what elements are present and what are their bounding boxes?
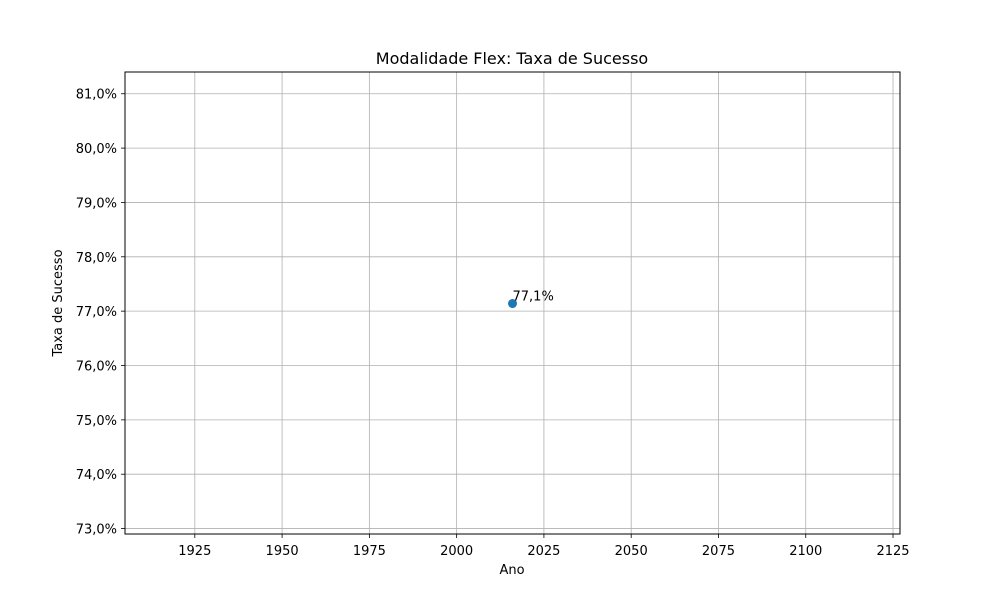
data-label: 77,1% [513, 290, 554, 305]
x-tick-label: 2075 [702, 544, 735, 559]
y-tick-label: 75,0% [76, 414, 117, 429]
x-axis-label: Ano [499, 563, 524, 578]
grid [125, 72, 900, 534]
x-tick-label: 2050 [615, 544, 648, 559]
x-tick-label: 1975 [353, 544, 386, 559]
x-tick-label: 2125 [876, 544, 909, 559]
y-tick-label: 73,0% [76, 523, 117, 538]
y-tick-label: 78,0% [76, 251, 117, 266]
y-tick-label: 80,0% [76, 142, 117, 157]
x-tick-label: 2025 [527, 544, 560, 559]
chart-title: Modalidade Flex: Taxa de Sucesso [376, 49, 648, 68]
y-tick-label: 81,0% [76, 88, 117, 103]
x-tick-label: 1925 [178, 544, 211, 559]
y-tick-label: 76,0% [76, 360, 117, 375]
axis-ticks: 1925 1950 1975 2000 2025 2050 2075 2100 2125 73,0… [76, 88, 910, 559]
y-tick-label: 74,0% [76, 468, 117, 483]
data-point [508, 299, 517, 309]
y-tick-label: 79,0% [76, 196, 117, 211]
x-tick-label: 2000 [440, 544, 473, 559]
plot-frame [124, 71, 901, 535]
x-tick-label: 2100 [789, 544, 822, 559]
y-axis-label: Taxa de Sucesso [51, 249, 66, 357]
x-tick-label: 1950 [266, 544, 299, 559]
y-tick-label: 77,0% [76, 305, 117, 320]
data-points: 77,1% [508, 290, 554, 309]
